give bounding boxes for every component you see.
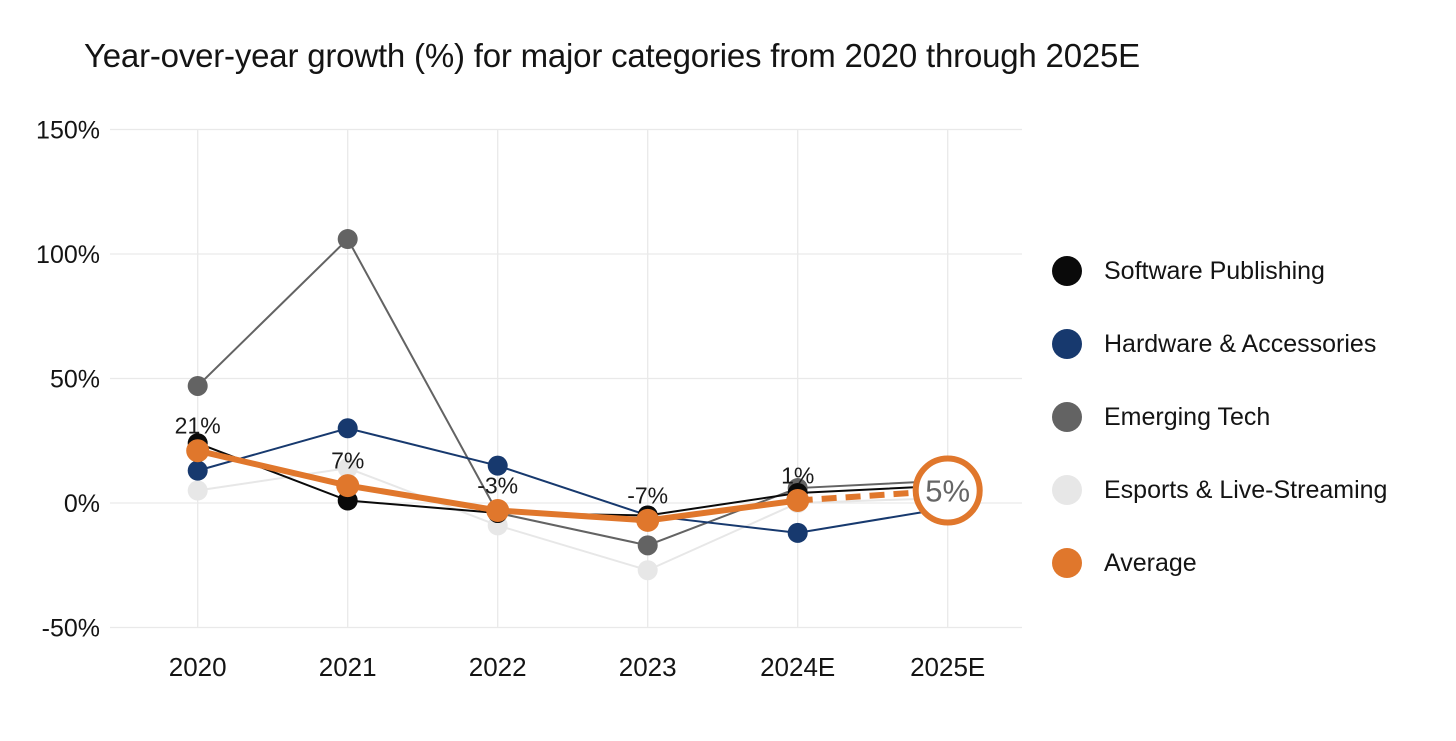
avg-point-label: -7% bbox=[627, 482, 668, 508]
avg-point-label: -3% bbox=[477, 472, 518, 498]
data-point-average-2023 bbox=[636, 508, 660, 532]
x-axis-tick-label: 2020 bbox=[169, 652, 227, 682]
end-annotation-circle bbox=[912, 455, 983, 526]
data-point-emerging-tech-2021 bbox=[337, 229, 358, 250]
chart-title: Year-over-year growth (%) for major cate… bbox=[84, 37, 1140, 74]
y-axis-tick-label: -50% bbox=[42, 615, 100, 643]
legend-label: Emerging Tech bbox=[1104, 402, 1271, 431]
y-axis-tick-label: 0% bbox=[64, 490, 100, 518]
legend-swatch-icon bbox=[1052, 256, 1082, 286]
legend-swatch-icon bbox=[1052, 548, 1082, 578]
end-annotation-label: 5% bbox=[925, 474, 970, 509]
x-axis-tick-label: 2025E bbox=[910, 652, 985, 682]
data-point-hardware-accessories-2021 bbox=[337, 418, 358, 439]
series-line-esports-live-streaming bbox=[197, 467, 948, 572]
data-point-average-2021 bbox=[336, 474, 360, 498]
y-axis-tick-label: 50% bbox=[50, 366, 100, 394]
legend-item-average: Average bbox=[1052, 548, 1387, 578]
x-axis-tick-label: 2021 bbox=[319, 652, 377, 682]
data-point-average-2020 bbox=[186, 439, 210, 463]
legend-item-esports-live-streaming: Esports & Live-Streaming bbox=[1052, 475, 1387, 505]
legend-label: Software Publishing bbox=[1104, 256, 1325, 285]
x-axis-tick-label: 2022 bbox=[469, 652, 527, 682]
legend-item-emerging-tech: Emerging Tech bbox=[1052, 402, 1387, 432]
data-point-esports-live-streaming-2023 bbox=[637, 560, 658, 581]
data-point-average-2024E bbox=[786, 489, 810, 513]
data-point-esports-live-streaming-2021 bbox=[337, 458, 358, 479]
legend-item-hardware-accessories: Hardware & Accessories bbox=[1052, 329, 1387, 359]
data-point-esports-live-streaming-2020 bbox=[187, 480, 208, 501]
chart-legend: Software Publishing Hardware & Accessorie… bbox=[1052, 256, 1387, 621]
legend-item-software-publishing: Software Publishing bbox=[1052, 256, 1387, 286]
data-point-emerging-tech-2023 bbox=[637, 535, 658, 556]
y-axis-tick-label: 100% bbox=[36, 241, 100, 269]
legend-swatch-icon bbox=[1052, 329, 1082, 359]
avg-point-label: 7% bbox=[331, 448, 364, 474]
x-axis-tick-label: 2023 bbox=[619, 652, 677, 682]
data-point-hardware-accessories-2020 bbox=[187, 460, 208, 481]
legend-label: Esports & Live-Streaming bbox=[1104, 475, 1388, 504]
data-point-emerging-tech-2020 bbox=[187, 375, 208, 396]
legend-label: Hardware & Accessories bbox=[1104, 329, 1377, 358]
series-line-hardware-accessories bbox=[197, 427, 948, 534]
x-axis-tick-label: 2024E bbox=[760, 652, 835, 682]
data-point-hardware-accessories-2024E bbox=[787, 522, 808, 543]
series-line-emerging-tech bbox=[197, 237, 948, 547]
data-point-average-2022 bbox=[486, 498, 510, 522]
y-axis-tick-label: 150% bbox=[36, 117, 100, 145]
legend-swatch-icon bbox=[1052, 402, 1082, 432]
avg-point-label: 1% bbox=[781, 463, 814, 489]
legend-label: Average bbox=[1104, 548, 1197, 577]
data-point-hardware-accessories-2022 bbox=[487, 455, 508, 476]
avg-point-label: 21% bbox=[175, 413, 221, 439]
legend-swatch-icon bbox=[1052, 475, 1082, 505]
